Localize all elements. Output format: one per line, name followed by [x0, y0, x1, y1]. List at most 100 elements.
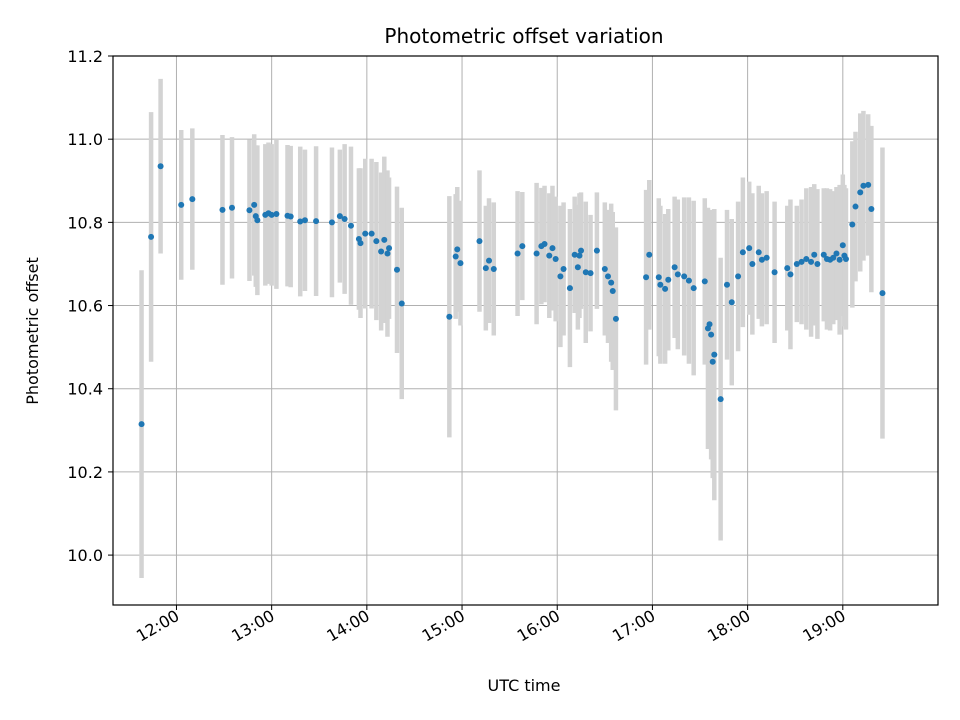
data-point	[297, 218, 304, 225]
data-point	[476, 238, 483, 245]
data-point	[746, 245, 753, 252]
data-point	[457, 260, 464, 267]
data-point	[735, 273, 742, 280]
data-point	[706, 321, 713, 328]
data-point	[519, 243, 526, 250]
data-point	[398, 300, 405, 307]
data-point	[273, 211, 280, 218]
chart-title: Photometric offset variation	[384, 24, 663, 48]
data-point	[157, 163, 164, 170]
data-point	[852, 203, 859, 210]
data-point	[373, 238, 380, 245]
data-point	[612, 315, 619, 322]
data-point	[582, 269, 589, 276]
data-point	[849, 221, 856, 228]
data-point	[657, 281, 664, 288]
data-point	[546, 252, 553, 259]
y-tick-label: 10.0	[67, 546, 103, 565]
data-point	[560, 265, 567, 272]
data-point	[378, 248, 385, 255]
data-point	[808, 258, 815, 265]
data-point	[254, 217, 261, 224]
data-point	[552, 255, 559, 262]
data-point	[771, 269, 778, 276]
data-point	[446, 313, 453, 320]
data-point	[709, 358, 716, 365]
data-point	[830, 254, 837, 261]
data-point	[386, 245, 393, 252]
data-point	[301, 217, 308, 224]
data-point	[313, 218, 320, 225]
y-tick-label: 10.6	[67, 297, 103, 316]
data-point	[865, 181, 872, 188]
data-point	[860, 182, 867, 189]
data-point	[842, 255, 849, 262]
data-point	[609, 287, 616, 294]
data-point	[857, 189, 864, 196]
data-point	[384, 250, 391, 257]
data-point	[836, 256, 843, 263]
data-point	[362, 230, 369, 237]
data-point	[833, 250, 840, 257]
y-tick-label: 10.4	[67, 380, 103, 399]
data-point	[541, 240, 548, 247]
data-point	[219, 206, 226, 213]
y-tick-label: 11.2	[67, 47, 103, 66]
data-point	[798, 258, 805, 265]
data-point	[803, 255, 810, 262]
data-point	[486, 257, 493, 264]
x-axis-label: UTC time	[488, 676, 561, 695]
data-point	[341, 216, 348, 223]
data-point	[681, 273, 688, 280]
data-point	[357, 240, 364, 247]
data-point	[723, 281, 730, 288]
data-point	[758, 256, 765, 263]
data-point	[814, 260, 821, 267]
data-point	[557, 273, 564, 280]
data-point	[490, 265, 497, 272]
y-tick-label: 10.8	[67, 213, 103, 232]
data-points	[138, 163, 886, 428]
data-point	[368, 230, 375, 237]
data-point	[287, 213, 294, 220]
data-point	[671, 264, 678, 271]
data-point	[328, 219, 335, 226]
data-point	[514, 250, 521, 257]
y-tick-label: 11.0	[67, 130, 103, 149]
data-point	[246, 207, 253, 214]
data-point	[717, 396, 724, 403]
y-axis-ticks: 10.0 10.2 10.4 10.6 10.8 11.0 11.2	[67, 47, 113, 565]
data-point	[685, 277, 692, 284]
data-point	[643, 274, 650, 281]
data-point	[566, 285, 573, 292]
data-point	[454, 246, 461, 253]
data-point	[571, 251, 578, 258]
data-point	[178, 201, 185, 208]
data-point	[701, 278, 708, 285]
data-point	[228, 204, 235, 211]
data-point	[336, 213, 343, 220]
data-point	[674, 271, 681, 278]
data-point	[533, 250, 540, 257]
data-point	[811, 251, 818, 258]
data-point	[601, 265, 608, 272]
data-point	[839, 242, 846, 249]
data-point	[482, 265, 489, 272]
data-point	[708, 331, 715, 338]
data-point	[605, 273, 611, 280]
data-point	[755, 249, 762, 256]
data-point	[728, 299, 735, 306]
data-point	[763, 254, 770, 261]
data-point	[868, 206, 875, 213]
data-point	[784, 265, 791, 272]
data-point	[711, 351, 718, 358]
data-point	[662, 285, 669, 292]
data-point	[879, 290, 886, 297]
data-point	[138, 421, 145, 428]
data-point	[576, 252, 583, 259]
data-point	[593, 247, 600, 254]
y-tick-label: 10.2	[67, 463, 103, 482]
data-point	[574, 264, 581, 271]
